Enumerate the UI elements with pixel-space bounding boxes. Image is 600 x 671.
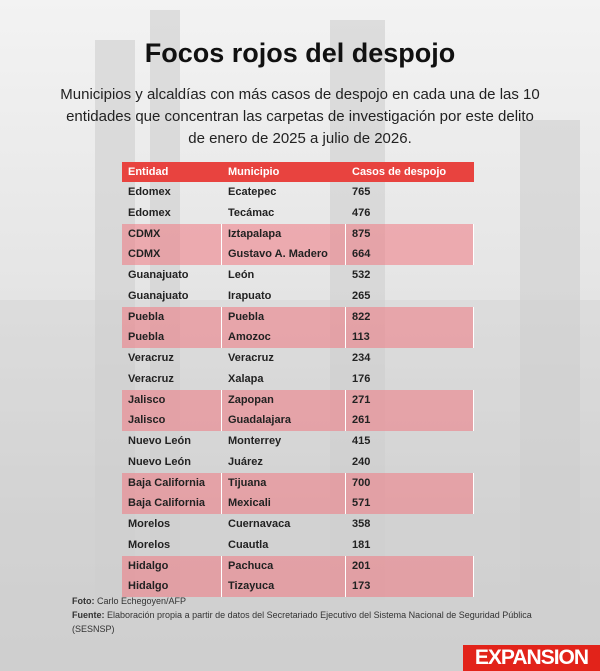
table-row: Hidalgo Tizayuca 173: [122, 576, 474, 597]
table-row: Veracruz Veracruz 234: [122, 348, 474, 369]
table-cell: 765: [352, 186, 371, 198]
table-cell: Puebla: [122, 327, 222, 348]
table-cell: Tecámac: [228, 206, 275, 219]
table-cell: CDMX: [122, 244, 222, 265]
table-cell: Cuernavaca: [228, 518, 291, 530]
column-header: Entidad: [128, 166, 169, 178]
table-cell: 234: [352, 352, 371, 364]
table-row: Hidalgo Pachuca 201: [122, 555, 474, 577]
table-cell: Iztapalapa: [222, 223, 346, 245]
table-cell: 476: [352, 206, 371, 219]
table-cell: 571: [346, 493, 474, 514]
table-cell: Baja California: [122, 493, 222, 514]
table-row: Guanajuato Irapuato 265: [122, 286, 474, 307]
table-row: Veracruz Xalapa 176: [122, 369, 474, 390]
source-label: Fuente:: [72, 610, 105, 620]
table-row: Puebla Puebla 822: [122, 306, 474, 328]
table-row: Jalisco Guadalajara 261: [122, 410, 474, 431]
table-cell: Gustavo A. Madero: [222, 244, 346, 265]
table-cell: 265: [352, 289, 371, 302]
table-row: Morelos Cuautla 181: [122, 535, 474, 556]
table-cell: Tijuana: [222, 472, 346, 494]
table-cell: Ecatepec: [228, 186, 277, 198]
table-cell: Tizayuca: [222, 576, 346, 597]
table-cell: 415: [352, 435, 371, 447]
table-cell: Guanajuato: [128, 269, 189, 281]
table-row: CDMX Gustavo A. Madero 664: [122, 244, 474, 265]
table-cell: Edomex: [128, 206, 171, 219]
table-cell: Jalisco: [122, 389, 222, 411]
table-cell: Cuautla: [228, 538, 269, 551]
table-cell: Puebla: [122, 306, 222, 328]
table-row: Nuevo León Monterrey 415: [122, 431, 474, 452]
table-cell: Hidalgo: [122, 555, 222, 577]
table-cell: 664: [346, 244, 474, 265]
table-row: Puebla Amozoc 113: [122, 327, 474, 348]
table-row: Edomex Tecámac 476: [122, 203, 474, 224]
table-cell: León: [228, 269, 255, 281]
table-cell: Nuevo León: [128, 455, 191, 468]
table-cell: 700: [346, 472, 474, 494]
background-building: [520, 120, 580, 600]
table-row: CDMX Iztapalapa 875: [122, 223, 474, 245]
table-cell: 271: [346, 389, 474, 411]
table-row: Nuevo León Juárez 240: [122, 452, 474, 473]
table-cell: 875: [346, 223, 474, 245]
table-cell: Zapopan: [222, 389, 346, 411]
table-cell: CDMX: [122, 223, 222, 245]
table-cell: 358: [352, 518, 371, 530]
table-cell: 532: [352, 269, 371, 281]
table-cell: Guadalajara: [222, 410, 346, 431]
table-cell: 822: [346, 306, 474, 328]
table-cell: Xalapa: [228, 372, 264, 385]
header-row: Entidad Municipio Casos de despojo: [122, 162, 474, 182]
table-cell: 240: [352, 455, 371, 468]
column-header: Municipio: [228, 166, 280, 178]
table-row: Baja California Mexicali 571: [122, 493, 474, 514]
table-row: Baja California Tijuana 700: [122, 472, 474, 494]
table: Entidad Municipio Casos de despojo Edomex Ec…: [122, 162, 474, 597]
column-header: Casos de despojo: [352, 166, 447, 178]
table-cell: Veracruz: [228, 352, 274, 364]
table-cell: Hidalgo: [122, 576, 222, 597]
table-cell: Puebla: [222, 306, 346, 328]
table-row: Morelos Cuernavaca 358: [122, 514, 474, 535]
table-row: Jalisco Zapopan 271: [122, 389, 474, 411]
table-cell: Juárez: [228, 455, 263, 468]
table-cell: 261: [346, 410, 474, 431]
photo-text: Carlo Echegoyen/AFP: [97, 596, 187, 606]
table-cell: Guanajuato: [128, 289, 189, 302]
table-cell: Baja California: [122, 472, 222, 494]
table-cell: Amozoc: [222, 327, 346, 348]
table-cell: Morelos: [128, 538, 171, 551]
table-cell: Pachuca: [222, 555, 346, 577]
table-cell: Edomex: [128, 186, 171, 198]
photo-label: Foto:: [72, 596, 95, 606]
table-row: Edomex Ecatepec 765: [122, 182, 474, 203]
table-cell: 176: [352, 372, 371, 385]
table-cell: Nuevo León: [128, 435, 191, 447]
table-row: Guanajuato León 532: [122, 265, 474, 286]
table-cell: Morelos: [128, 518, 171, 530]
logo: EXPANSION: [463, 645, 600, 671]
subtitle: Municipios y alcaldías con más casos de …: [60, 86, 540, 147]
table-cell: 113: [346, 327, 474, 348]
table-cell: 201: [346, 555, 474, 577]
table-cell: Monterrey: [228, 435, 282, 447]
table-cell: Veracruz: [128, 352, 174, 364]
title: Focos rojos del despojo: [144, 38, 456, 68]
table-cell: 173: [346, 576, 474, 597]
photo-credit: Foto: Carlo Echegoyen/AFP: [72, 594, 542, 608]
source: Fuente: Elaboración propia a partir de d…: [72, 608, 542, 636]
table-cell: Irapuato: [228, 289, 272, 302]
table-cell: Jalisco: [122, 410, 222, 431]
source-text: Elaboración propia a partir de datos del…: [72, 610, 532, 634]
table-cell: Mexicali: [222, 493, 346, 514]
table-cell: 181: [352, 538, 371, 551]
table-cell: Veracruz: [128, 372, 174, 385]
